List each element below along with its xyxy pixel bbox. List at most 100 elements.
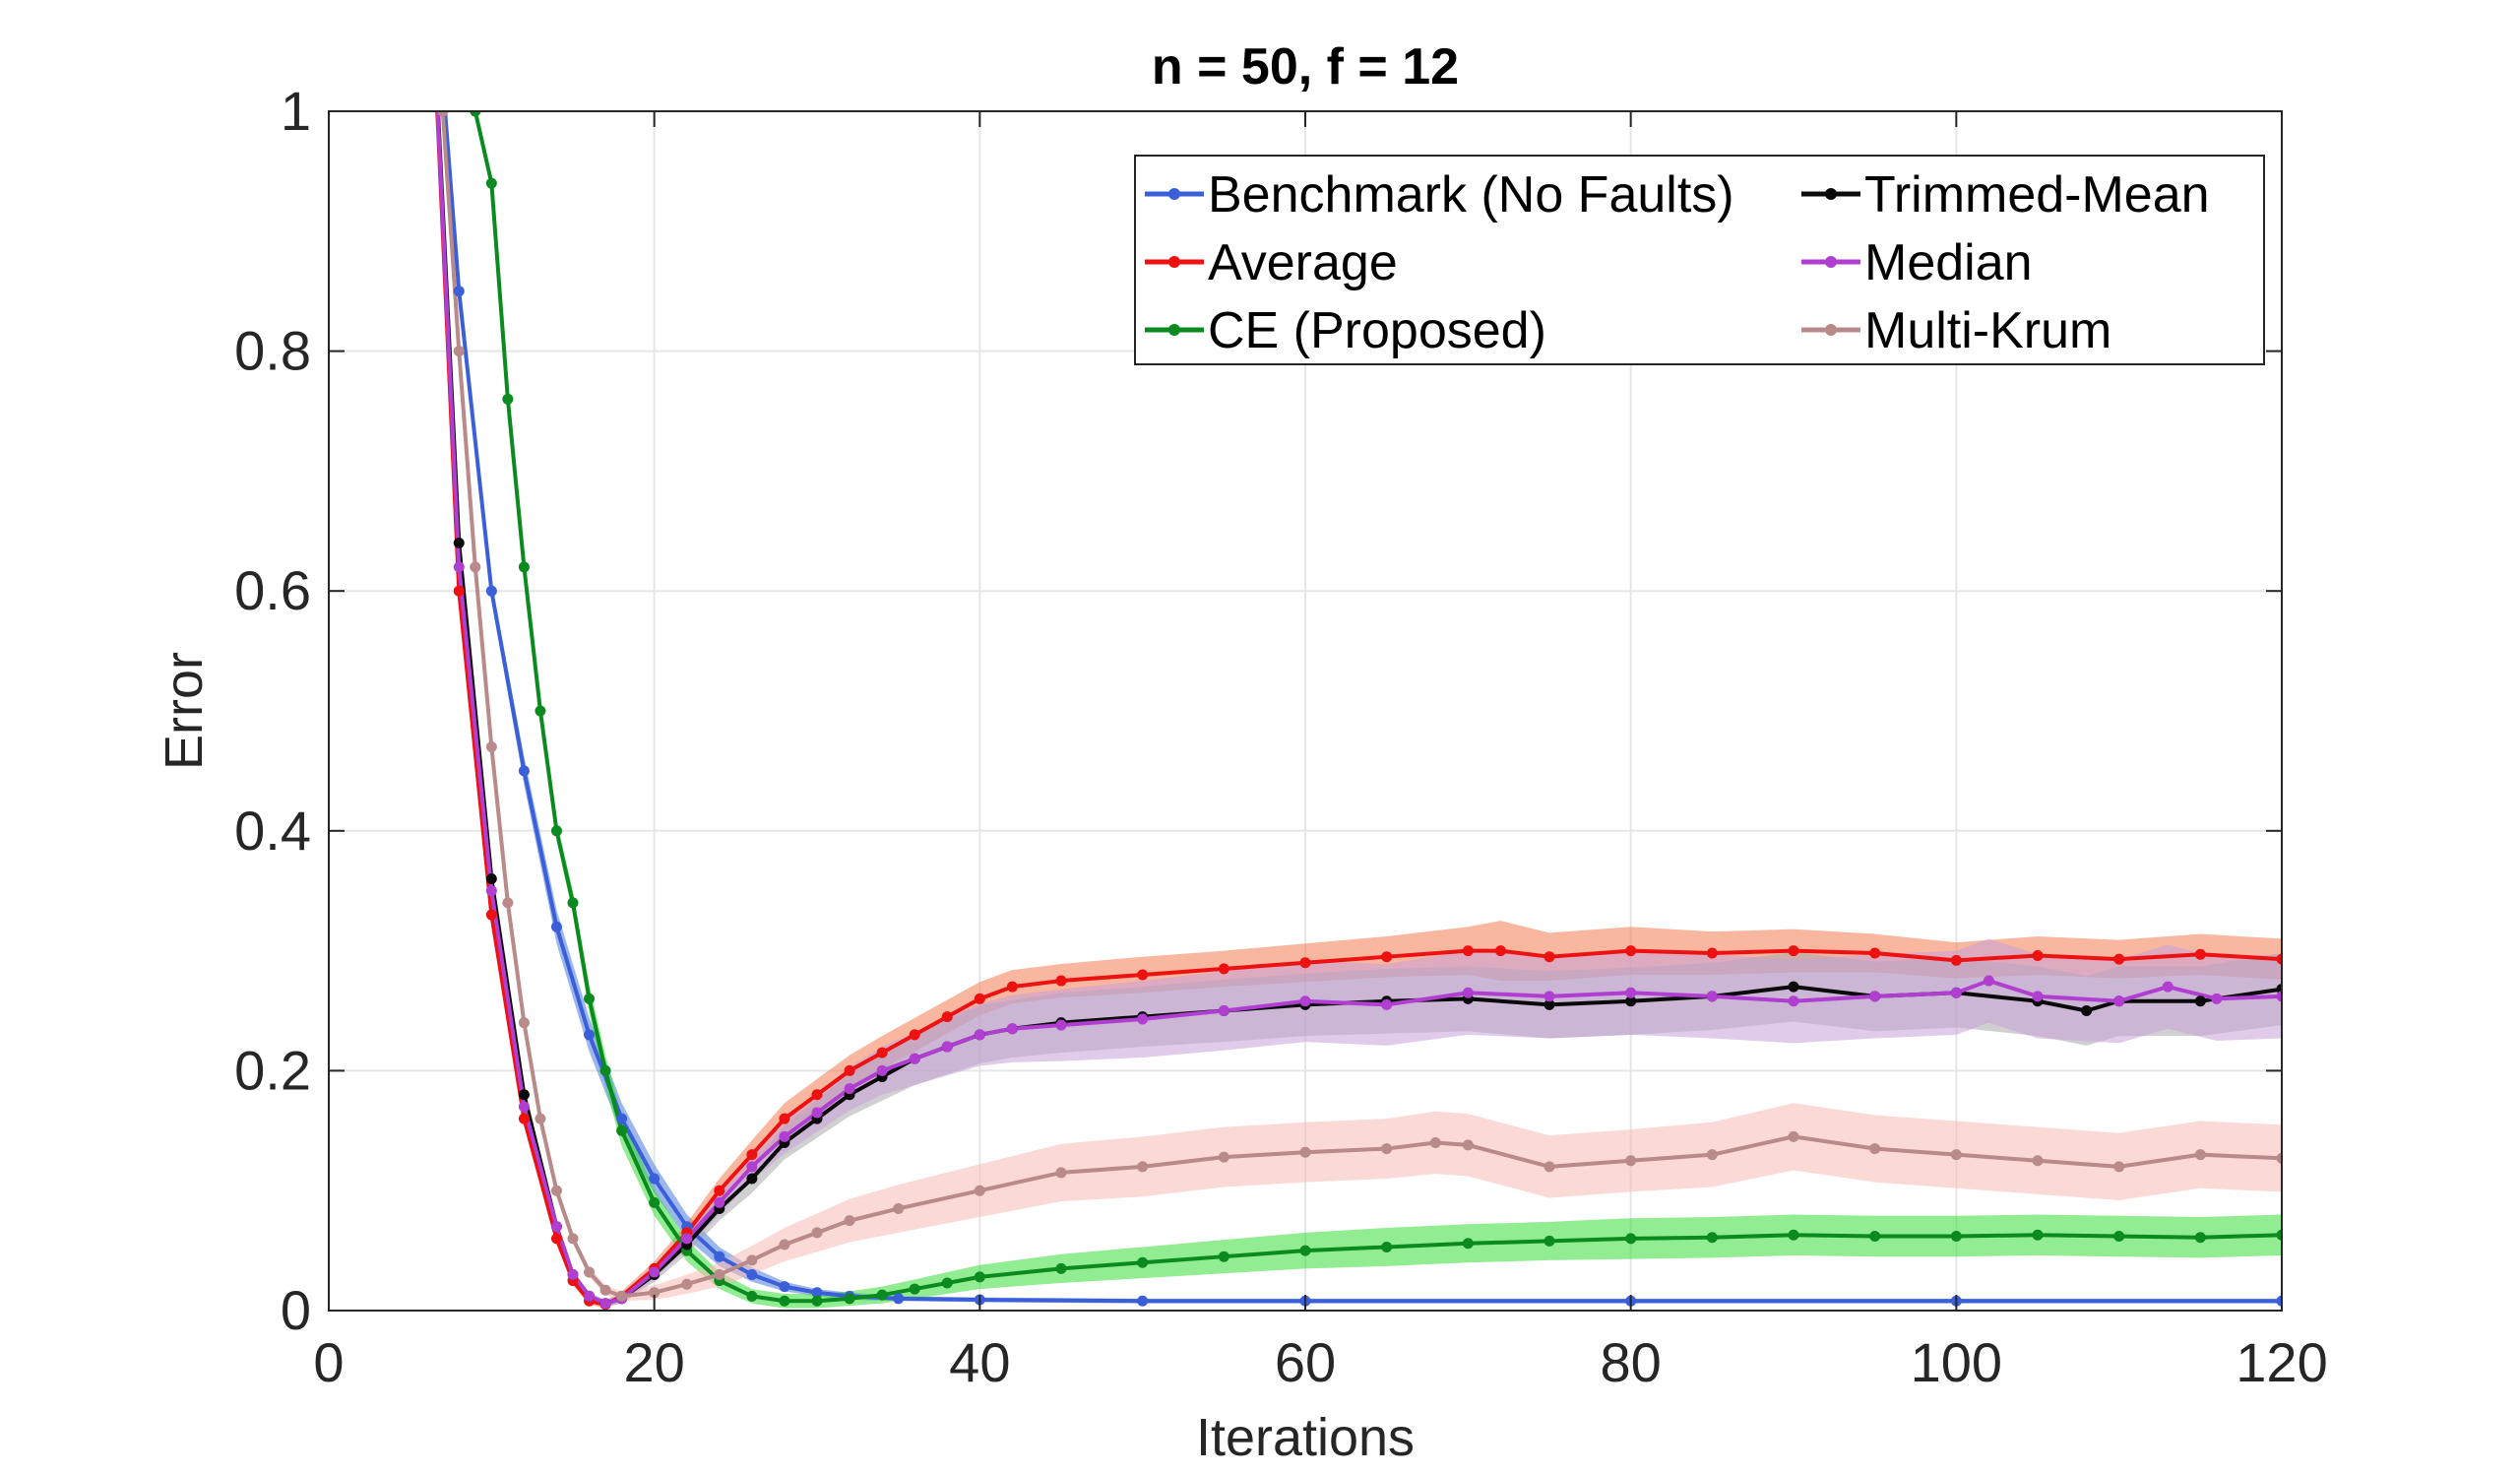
benchmark-no-faults-point: [746, 1268, 758, 1280]
average-point: [2194, 948, 2206, 960]
multi-krum-point: [1429, 1136, 1441, 1148]
median-point: [1299, 995, 1311, 1007]
benchmark-no-faults-point: [550, 921, 562, 932]
median-point: [909, 1053, 920, 1064]
average-point: [941, 1011, 953, 1023]
average-point: [1625, 945, 1637, 957]
multi-krum-line: [440, 111, 2282, 1299]
ce-proposed-point: [876, 1289, 888, 1301]
median-point: [1706, 991, 1718, 1002]
multi-krum-point: [2276, 1152, 2282, 1164]
median-point: [485, 885, 497, 897]
ce-proposed-point: [746, 1290, 758, 1302]
legend-label-benchmark-no-faults: Benchmark (No Faults): [1208, 166, 1734, 224]
benchmark-no-faults-point: [616, 1113, 628, 1124]
ce-proposed-point: [1706, 1232, 1718, 1244]
multi-krum-point: [1788, 1130, 1799, 1142]
multi-krum-point: [437, 111, 449, 117]
multi-krum-point: [550, 1185, 562, 1196]
median-point: [2113, 995, 2125, 1007]
median-point: [746, 1161, 758, 1173]
median-point: [1788, 995, 1799, 1007]
median-point: [567, 1268, 579, 1280]
average-point: [909, 1029, 920, 1041]
average-point: [2276, 953, 2282, 965]
benchmark-no-faults-point: [811, 1287, 823, 1299]
ce-proposed-point: [567, 897, 579, 909]
multi-krum-band: [442, 111, 2282, 1302]
ce-proposed-point: [2032, 1229, 2044, 1241]
legend: Benchmark (No Faults) Average CE (Proposed…: [1134, 155, 2265, 365]
confidence-bands: [436, 111, 2282, 1309]
average-point: [1462, 945, 1474, 957]
x-tick-label: 0: [313, 1331, 344, 1393]
multi-krum-point: [2194, 1149, 2206, 1161]
average-point: [714, 1185, 725, 1196]
benchmark-no-faults-point: [485, 585, 497, 597]
trimmed-mean-point: [746, 1173, 758, 1185]
multi-krum-point: [974, 1185, 985, 1196]
ce-proposed-point: [1544, 1235, 1555, 1247]
legend-marker-benchmark-no-faults: [1168, 188, 1180, 200]
average-point: [1869, 947, 1881, 959]
multi-krum-point: [1950, 1149, 1962, 1161]
ce-proposed-point: [844, 1293, 855, 1305]
ce-proposed-point: [2276, 1229, 2282, 1241]
average-point: [1950, 954, 1962, 966]
median-point: [1983, 975, 1994, 987]
average-point: [1381, 951, 1393, 963]
ce-proposed-point: [1381, 1241, 1393, 1252]
multi-krum-point: [1625, 1155, 1637, 1167]
legend-label-ce-proposed: CE (Proposed): [1208, 302, 1546, 359]
median-band: [437, 111, 2282, 1308]
multi-krum-point: [1706, 1149, 1718, 1161]
average-point: [811, 1089, 823, 1101]
average-point: [779, 1113, 790, 1124]
trimmed-mean-point: [1544, 998, 1555, 1010]
ce-proposed-point: [1137, 1256, 1149, 1268]
x-tick-label: 40: [949, 1331, 1010, 1393]
multi-krum-point: [584, 1266, 596, 1278]
median-point: [584, 1290, 596, 1302]
median-point: [2276, 991, 2282, 1002]
ce-proposed-point: [1218, 1251, 1229, 1262]
ce-proposed-point: [470, 111, 481, 117]
median-point: [1218, 1005, 1229, 1016]
legend-marker-median: [1825, 256, 1837, 268]
average-point: [876, 1047, 888, 1058]
legend-marker-trimmed-mean: [1825, 188, 1837, 200]
multi-krum-point: [2032, 1155, 2044, 1167]
multi-krum-point: [811, 1227, 823, 1239]
ce-proposed-point: [616, 1124, 628, 1136]
trimmed-mean-point: [1788, 981, 1799, 993]
benchmark-no-faults-point: [649, 1173, 661, 1185]
multi-krum-point: [453, 346, 465, 357]
trimmed-mean-point: [518, 1089, 530, 1101]
legend-marker-average: [1168, 256, 1180, 268]
multi-krum-point: [779, 1239, 790, 1251]
ce-proposed-point: [779, 1295, 790, 1307]
multi-krum-point: [470, 561, 481, 573]
multi-krum-point: [893, 1202, 905, 1214]
y-tick-label: 0: [281, 1279, 311, 1341]
median-point: [1381, 998, 1393, 1010]
median-point: [1950, 987, 1962, 998]
average-point: [1494, 945, 1506, 957]
ce-proposed-point: [909, 1283, 920, 1295]
average-point: [746, 1149, 758, 1161]
ce-proposed-point: [1869, 1230, 1881, 1242]
benchmark-no-faults-point: [453, 286, 465, 297]
series-markers: [437, 111, 2282, 1311]
ce-proposed-point: [535, 705, 546, 717]
trimmed-mean-point: [453, 537, 465, 548]
ce-proposed-point: [485, 177, 497, 189]
benchmark-no-faults-point: [1137, 1295, 1149, 1307]
x-tick-label: 120: [2236, 1331, 2327, 1393]
x-tick-label: 20: [624, 1331, 685, 1393]
median-point: [941, 1041, 953, 1053]
chart-title: n = 50, f = 12: [1152, 38, 1459, 96]
multi-krum-point: [1869, 1143, 1881, 1155]
average-point: [2032, 949, 2044, 961]
multi-krum-point: [1462, 1139, 1474, 1151]
